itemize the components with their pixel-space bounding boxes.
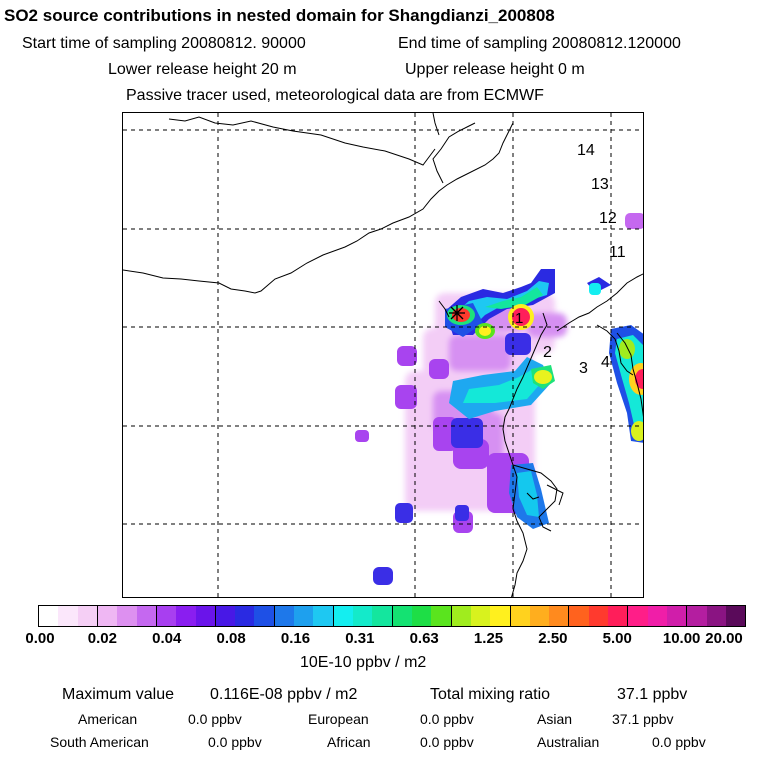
region-label-4: 4 bbox=[601, 354, 610, 371]
start-time: Start time of sampling 20080812. 90000 bbox=[22, 35, 306, 52]
colorbar-swatch bbox=[274, 606, 295, 626]
colorbar-swatch bbox=[392, 606, 412, 626]
colorbar-swatch bbox=[97, 606, 118, 626]
lat-lon-grid bbox=[123, 113, 643, 597]
colorbar-swatch bbox=[431, 606, 452, 626]
colorbar-tick-label: 5.00 bbox=[602, 630, 632, 647]
region-value-australian: 0.0 ppbv bbox=[652, 734, 706, 750]
colorbar-swatch bbox=[510, 606, 530, 626]
region-name-asian: Asian bbox=[537, 711, 573, 727]
colorbar-tick-label: 0.63 bbox=[409, 630, 439, 647]
colorbar-swatch bbox=[215, 606, 236, 626]
colorbar-swatch bbox=[628, 606, 648, 626]
colorbar-tick-label: 2.50 bbox=[538, 630, 568, 647]
colorbar-swatch bbox=[569, 606, 589, 626]
region-label-14: 14 bbox=[577, 142, 595, 159]
region-value-european: 0.0 ppbv bbox=[420, 711, 474, 727]
colorbar-swatch bbox=[647, 606, 667, 626]
colorbar-tick-label: 0.31 bbox=[345, 630, 375, 647]
map-panel: 14 13 12 11 1 2 3 4 bbox=[122, 112, 644, 598]
region-value-american: 0.0 ppbv bbox=[188, 711, 242, 727]
region-name-american: American bbox=[78, 711, 138, 727]
region-label-1: 1 bbox=[515, 310, 523, 327]
colorbar-swatch bbox=[313, 606, 334, 626]
colorbar-tick-label: 0.16 bbox=[280, 630, 311, 647]
colorbar-unit: 10E-10 ppbv / m2 bbox=[300, 654, 427, 671]
colorbar-swatch bbox=[294, 606, 314, 626]
region-value-south-american: 0.0 ppbv bbox=[208, 734, 262, 750]
region-name-european: European bbox=[308, 711, 369, 727]
region-name-south-american: South American bbox=[50, 734, 149, 750]
colorbar-swatch bbox=[687, 606, 707, 626]
colorbar-swatch bbox=[411, 606, 432, 626]
colorbar bbox=[38, 605, 746, 627]
colorbar-swatch bbox=[588, 606, 609, 626]
colorbar-swatch bbox=[372, 606, 393, 626]
region-label-2: 2 bbox=[543, 344, 552, 361]
colorbar-swatch bbox=[667, 606, 688, 626]
colorbar-swatch bbox=[706, 606, 726, 626]
colorbar-swatch bbox=[549, 606, 570, 626]
colorbar-swatch bbox=[77, 606, 98, 626]
colorbar-tick-label: 10.00 bbox=[662, 630, 701, 647]
colorbar-tick-label: 0.04 bbox=[152, 630, 182, 647]
colorbar-tick-label: 0.08 bbox=[216, 630, 246, 647]
colorbar-swatch bbox=[156, 606, 177, 626]
colorbar-swatch bbox=[608, 606, 629, 626]
colorbar-swatch bbox=[470, 606, 491, 626]
max-value: 0.116E-08 ppbv / m2 bbox=[210, 686, 358, 703]
map-title: SO2 source contributions in nested domai… bbox=[4, 6, 555, 25]
colorbar-swatch bbox=[254, 606, 275, 626]
region-value-african: 0.0 ppbv bbox=[420, 734, 474, 750]
colorbar-swatch bbox=[451, 606, 471, 626]
colorbar-swatch bbox=[195, 606, 216, 626]
max-value-label: Maximum value bbox=[62, 686, 175, 703]
colorbar-swatch bbox=[725, 606, 746, 626]
colorbar-swatch bbox=[235, 606, 255, 626]
total-mixing-label: Total mixing ratio bbox=[430, 686, 551, 703]
map-canvas: 14 13 12 11 1 2 3 4 bbox=[123, 113, 643, 597]
colorbar-swatch bbox=[136, 606, 157, 626]
colorbar-swatch bbox=[117, 606, 137, 626]
region-value-asian: 37.1 ppbv bbox=[612, 711, 674, 727]
colorbar-tick-label: 0.00 bbox=[25, 630, 55, 647]
colorbar-swatch bbox=[333, 606, 353, 626]
region-name-australian: Australian bbox=[537, 734, 600, 750]
lower-release-height: Lower release height 20 m bbox=[108, 61, 297, 78]
colorbar-tick-label: 0.02 bbox=[87, 630, 117, 647]
region-label-11: 11 bbox=[609, 244, 626, 261]
region-label-13: 13 bbox=[591, 176, 609, 193]
region-label-3: 3 bbox=[579, 360, 588, 377]
concentration-field bbox=[355, 213, 643, 585]
colorbar-tick-label: 20.00 bbox=[705, 630, 743, 647]
total-mixing-value: 37.1 ppbv bbox=[617, 686, 688, 703]
station-marker bbox=[449, 305, 465, 321]
end-time: End time of sampling 20080812.120000 bbox=[398, 35, 681, 52]
colorbar-swatch bbox=[176, 606, 196, 626]
plume-cell bbox=[397, 346, 417, 366]
colorbar-tick-label: 1.25 bbox=[473, 630, 504, 647]
colorbar-swatch bbox=[529, 606, 550, 626]
upper-release-height: Upper release height 0 m bbox=[405, 61, 585, 78]
region-name-african: African bbox=[327, 734, 371, 750]
colorbar-swatch bbox=[58, 606, 78, 626]
tracer-note: Passive tracer used, meteorological data… bbox=[126, 87, 544, 104]
colorbar-swatch bbox=[490, 606, 511, 626]
region-label-12: 12 bbox=[599, 210, 617, 227]
colorbar-swatch bbox=[353, 606, 373, 626]
coastlines bbox=[123, 113, 643, 597]
colorbar-swatch bbox=[39, 606, 59, 626]
